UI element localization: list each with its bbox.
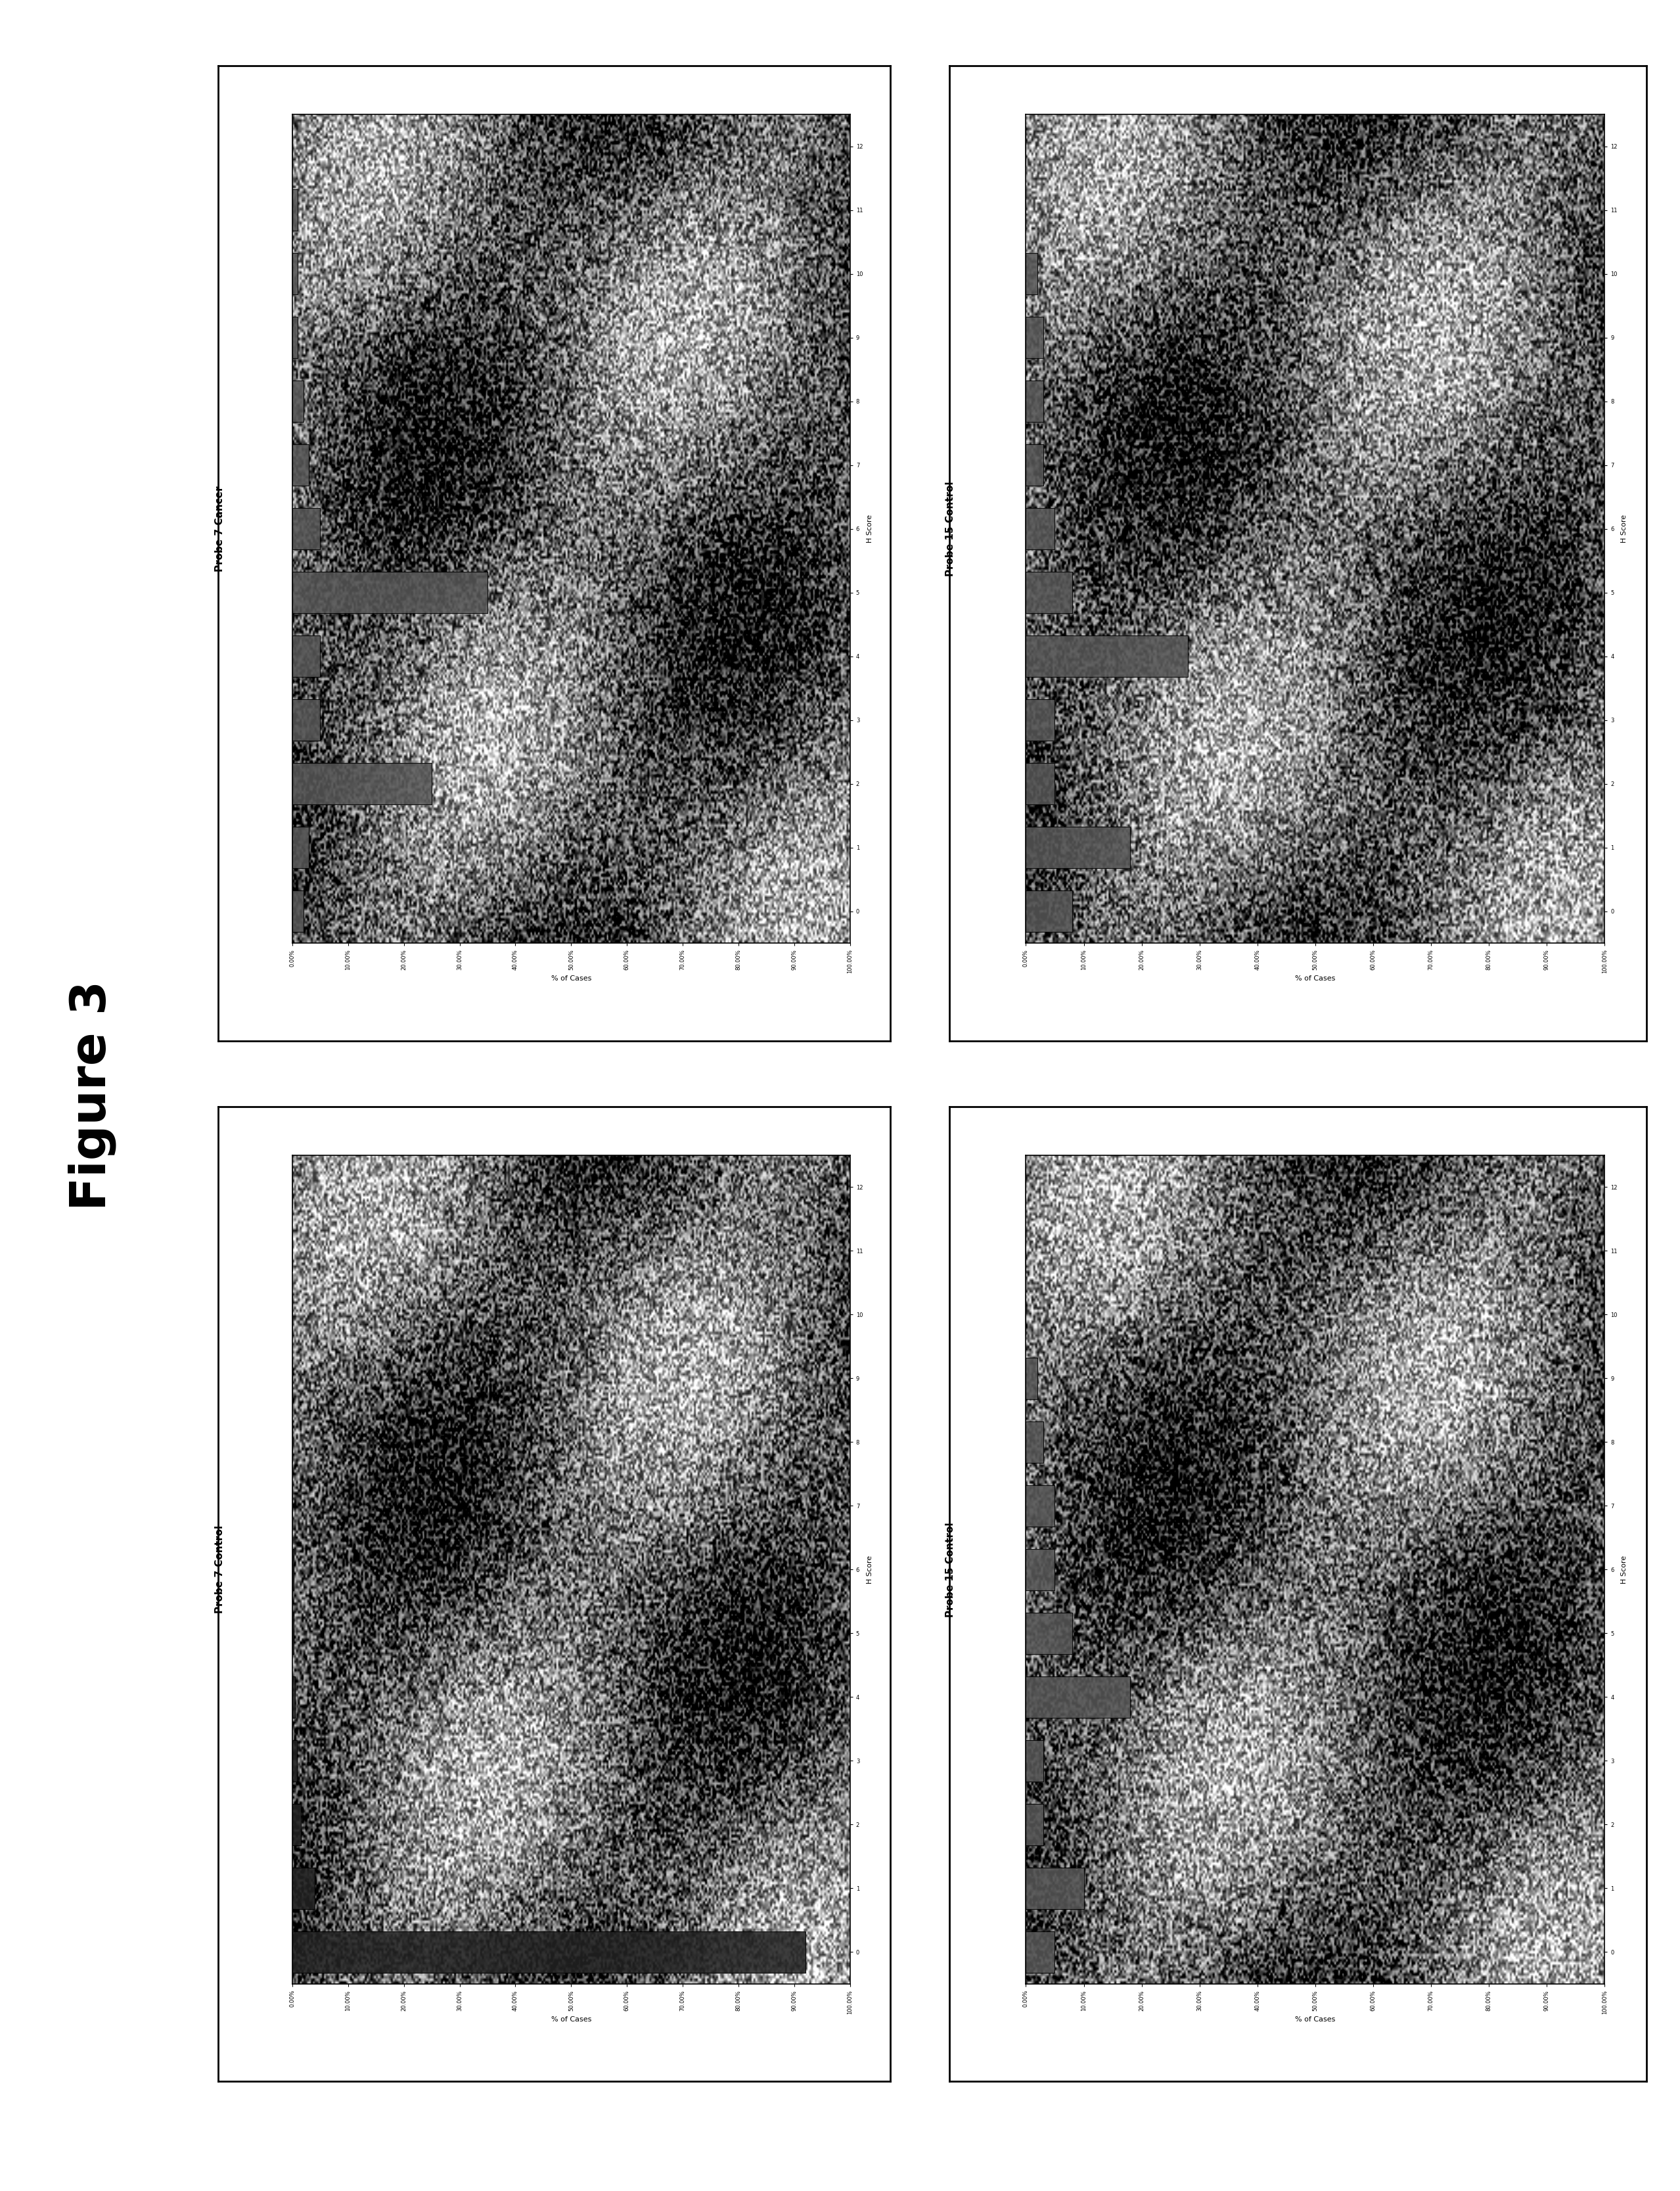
Text: Figure 3: Figure 3 [69,979,116,1212]
Bar [1026,1740,1043,1781]
Bar [292,254,297,294]
Text: Probe 15 Control: Probe 15 Control [946,482,956,576]
Bar [292,381,304,423]
Bar [292,445,309,486]
Bar [1026,1676,1131,1718]
Bar [1026,445,1043,486]
Bar [292,635,321,677]
Bar [292,318,297,359]
Bar [292,1803,301,1845]
Y-axis label: H Score: H Score [1621,1556,1628,1584]
Text: Probe 7 Cancer: Probe 7 Cancer [215,486,225,572]
Bar [292,1740,297,1781]
X-axis label: % of Cases: % of Cases [551,975,591,982]
Bar [292,762,432,804]
Bar [292,890,304,931]
Bar [1026,254,1038,294]
Bar [1026,1613,1072,1654]
Bar [292,1676,296,1718]
Bar [1026,1930,1055,1972]
Text: Probe 15 Control: Probe 15 Control [946,1523,956,1617]
Bar [1026,381,1043,423]
Bar [1026,762,1055,804]
Bar [292,826,309,868]
Bar [1026,1485,1055,1527]
Bar [1026,1358,1038,1400]
Bar [1026,572,1072,613]
X-axis label: % of Cases: % of Cases [1295,2016,1336,2022]
Y-axis label: H Score: H Score [1621,515,1628,543]
Bar [292,572,487,613]
Bar [1026,1422,1043,1464]
Bar [292,1867,314,1908]
Bar [1026,1549,1055,1591]
Bar [1026,508,1055,550]
X-axis label: % of Cases: % of Cases [1295,975,1336,982]
Text: Probe 7 Control: Probe 7 Control [215,1525,225,1613]
Y-axis label: H Score: H Score [867,1556,874,1584]
Bar [292,1930,805,1972]
Bar [292,188,297,230]
Y-axis label: H Score: H Score [867,515,874,543]
Bar [1026,1803,1043,1845]
Bar [292,699,321,741]
Bar [1026,635,1188,677]
Bar [1026,318,1043,359]
Bar [1026,826,1131,868]
Bar [1026,1867,1084,1908]
Bar [292,508,321,550]
Bar [1026,890,1072,931]
X-axis label: % of Cases: % of Cases [551,2016,591,2022]
Bar [1026,699,1055,741]
